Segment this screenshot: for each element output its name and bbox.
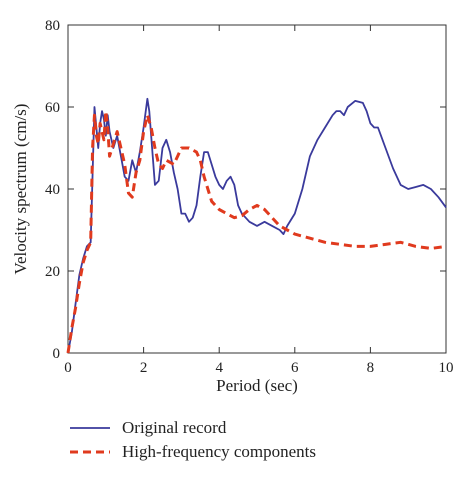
y-tick-label: 60: [45, 100, 60, 116]
y-axis-label: Velocity spectrum (cm/s): [11, 104, 30, 275]
x-tick-label: 0: [64, 360, 72, 376]
plot-frame: [67, 24, 447, 354]
x-tick-label: 2: [140, 360, 148, 376]
legend-label: High-frequency components: [122, 442, 316, 461]
x-tick-label: 10: [439, 360, 454, 376]
axis-ticks: [67, 24, 447, 354]
axis-tick-labels: 0 2 4 6 8 10 0 20 40 60 80: [45, 18, 454, 376]
x-tick-label: 8: [367, 360, 375, 376]
y-tick-label: 0: [53, 346, 61, 362]
series-lines: [66, 97, 447, 354]
x-axis-label: Period (sec): [216, 376, 298, 395]
y-tick-label: 80: [45, 18, 60, 34]
legend: Original record High-frequency components: [70, 418, 316, 461]
x-tick-label: 6: [291, 360, 299, 376]
legend-label: Original record: [122, 418, 227, 437]
y-tick-label: 20: [45, 264, 60, 280]
y-tick-label: 40: [45, 182, 60, 198]
x-tick-label: 4: [215, 360, 223, 376]
series-line-high-frequency-components: [66, 109, 447, 354]
series-line-original-record: [67, 97, 447, 354]
